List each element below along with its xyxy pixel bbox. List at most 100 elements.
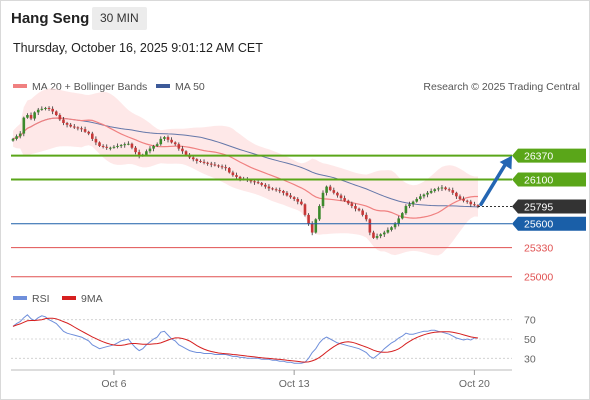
candle: [94, 136, 98, 146]
candle-body: [101, 145, 105, 147]
bollinger-bands: [13, 88, 478, 256]
candle-body: [130, 143, 134, 148]
candle: [260, 182, 264, 187]
candle: [202, 159, 206, 165]
level-label: 25600: [524, 219, 553, 231]
candle: [401, 212, 404, 220]
level-tag: [512, 199, 586, 214]
candle: [36, 107, 40, 116]
candle-body: [451, 190, 455, 193]
level-pivot: 25600: [11, 216, 586, 231]
candle: [328, 184, 332, 192]
candle: [148, 146, 152, 154]
candle-body: [36, 109, 40, 113]
candle-body: [364, 214, 368, 220]
candle-body: [109, 147, 112, 149]
candle-body: [83, 129, 87, 132]
level-support: 25000: [11, 272, 553, 284]
candle: [83, 126, 87, 133]
candle-body: [134, 147, 137, 153]
x-tick-label: Oct 13: [279, 378, 310, 390]
candle-body: [26, 115, 29, 118]
candle-body: [260, 183, 264, 185]
candle: [33, 111, 36, 121]
candle-body: [137, 152, 141, 156]
candle: [419, 193, 422, 201]
candle-body: [379, 234, 382, 237]
candle: [354, 203, 357, 212]
candle-body: [469, 201, 473, 205]
candle: [361, 208, 364, 217]
candle-body: [231, 172, 235, 176]
timeframe-badge[interactable]: 30 MIN: [92, 7, 147, 30]
candle: [375, 233, 379, 240]
candle: [382, 230, 386, 237]
candle: [303, 203, 307, 217]
forecast-arrow-head: [499, 155, 512, 170]
candle: [300, 199, 303, 206]
candle: [177, 142, 181, 151]
candle: [285, 191, 289, 197]
candle: [289, 192, 292, 199]
candle: [137, 149, 141, 159]
candle-body: [65, 122, 69, 125]
ma20-legend-label: MA 20 + Bollinger Bands: [32, 81, 147, 93]
candle-body: [159, 138, 163, 145]
candle-body: [152, 145, 155, 149]
candle-body: [411, 201, 415, 205]
candle-body: [199, 160, 202, 162]
ma50-legend-label: MA 50: [175, 81, 205, 93]
candle-body: [148, 148, 152, 152]
candle-body: [54, 111, 58, 116]
candle-body: [429, 191, 433, 193]
candle-body: [238, 176, 242, 179]
rsi-ma-line: [12, 317, 479, 363]
candle: [209, 161, 213, 168]
candle: [170, 137, 173, 144]
rsi-tick-label: 30: [524, 353, 536, 365]
candle-body: [321, 192, 325, 207]
candle-body: [155, 144, 159, 146]
candle-body: [422, 194, 426, 197]
candle-body: [336, 192, 339, 196]
candle-body: [202, 161, 206, 163]
candle: [264, 183, 267, 189]
candle-body: [444, 187, 447, 190]
candle: [231, 170, 235, 177]
candle: [80, 126, 83, 132]
candle-body: [163, 137, 166, 139]
candle: [119, 144, 123, 149]
candle-body: [80, 128, 83, 130]
candle-body: [271, 188, 274, 190]
candle: [130, 142, 134, 150]
candle-body: [166, 137, 170, 140]
candle: [11, 137, 15, 142]
level-label: 26370: [524, 151, 553, 163]
candle-body: [123, 144, 127, 146]
candle-body: [195, 159, 199, 161]
rsi-ma-legend-label: 9MA: [81, 293, 103, 305]
candle-body: [408, 204, 411, 207]
candle-body: [458, 196, 462, 199]
level-tag: [512, 172, 586, 187]
bollinger-band-area: [13, 88, 478, 256]
candle-body: [173, 142, 177, 145]
candle-body: [127, 143, 130, 145]
candle: [166, 135, 170, 143]
candle: [127, 141, 130, 146]
candle-body: [354, 206, 357, 209]
candle-body: [94, 138, 98, 143]
rsi-line: [12, 314, 478, 364]
candle: [65, 121, 69, 128]
candle: [72, 124, 76, 129]
candle: [426, 191, 429, 198]
candle-body: [473, 204, 476, 206]
level-tag: [512, 148, 586, 163]
candle-body: [116, 145, 119, 147]
candle-body: [227, 168, 231, 173]
candle: [325, 185, 328, 196]
candle: [386, 227, 390, 234]
candle: [152, 144, 155, 152]
candle-body: [98, 142, 101, 146]
candle: [278, 187, 282, 194]
